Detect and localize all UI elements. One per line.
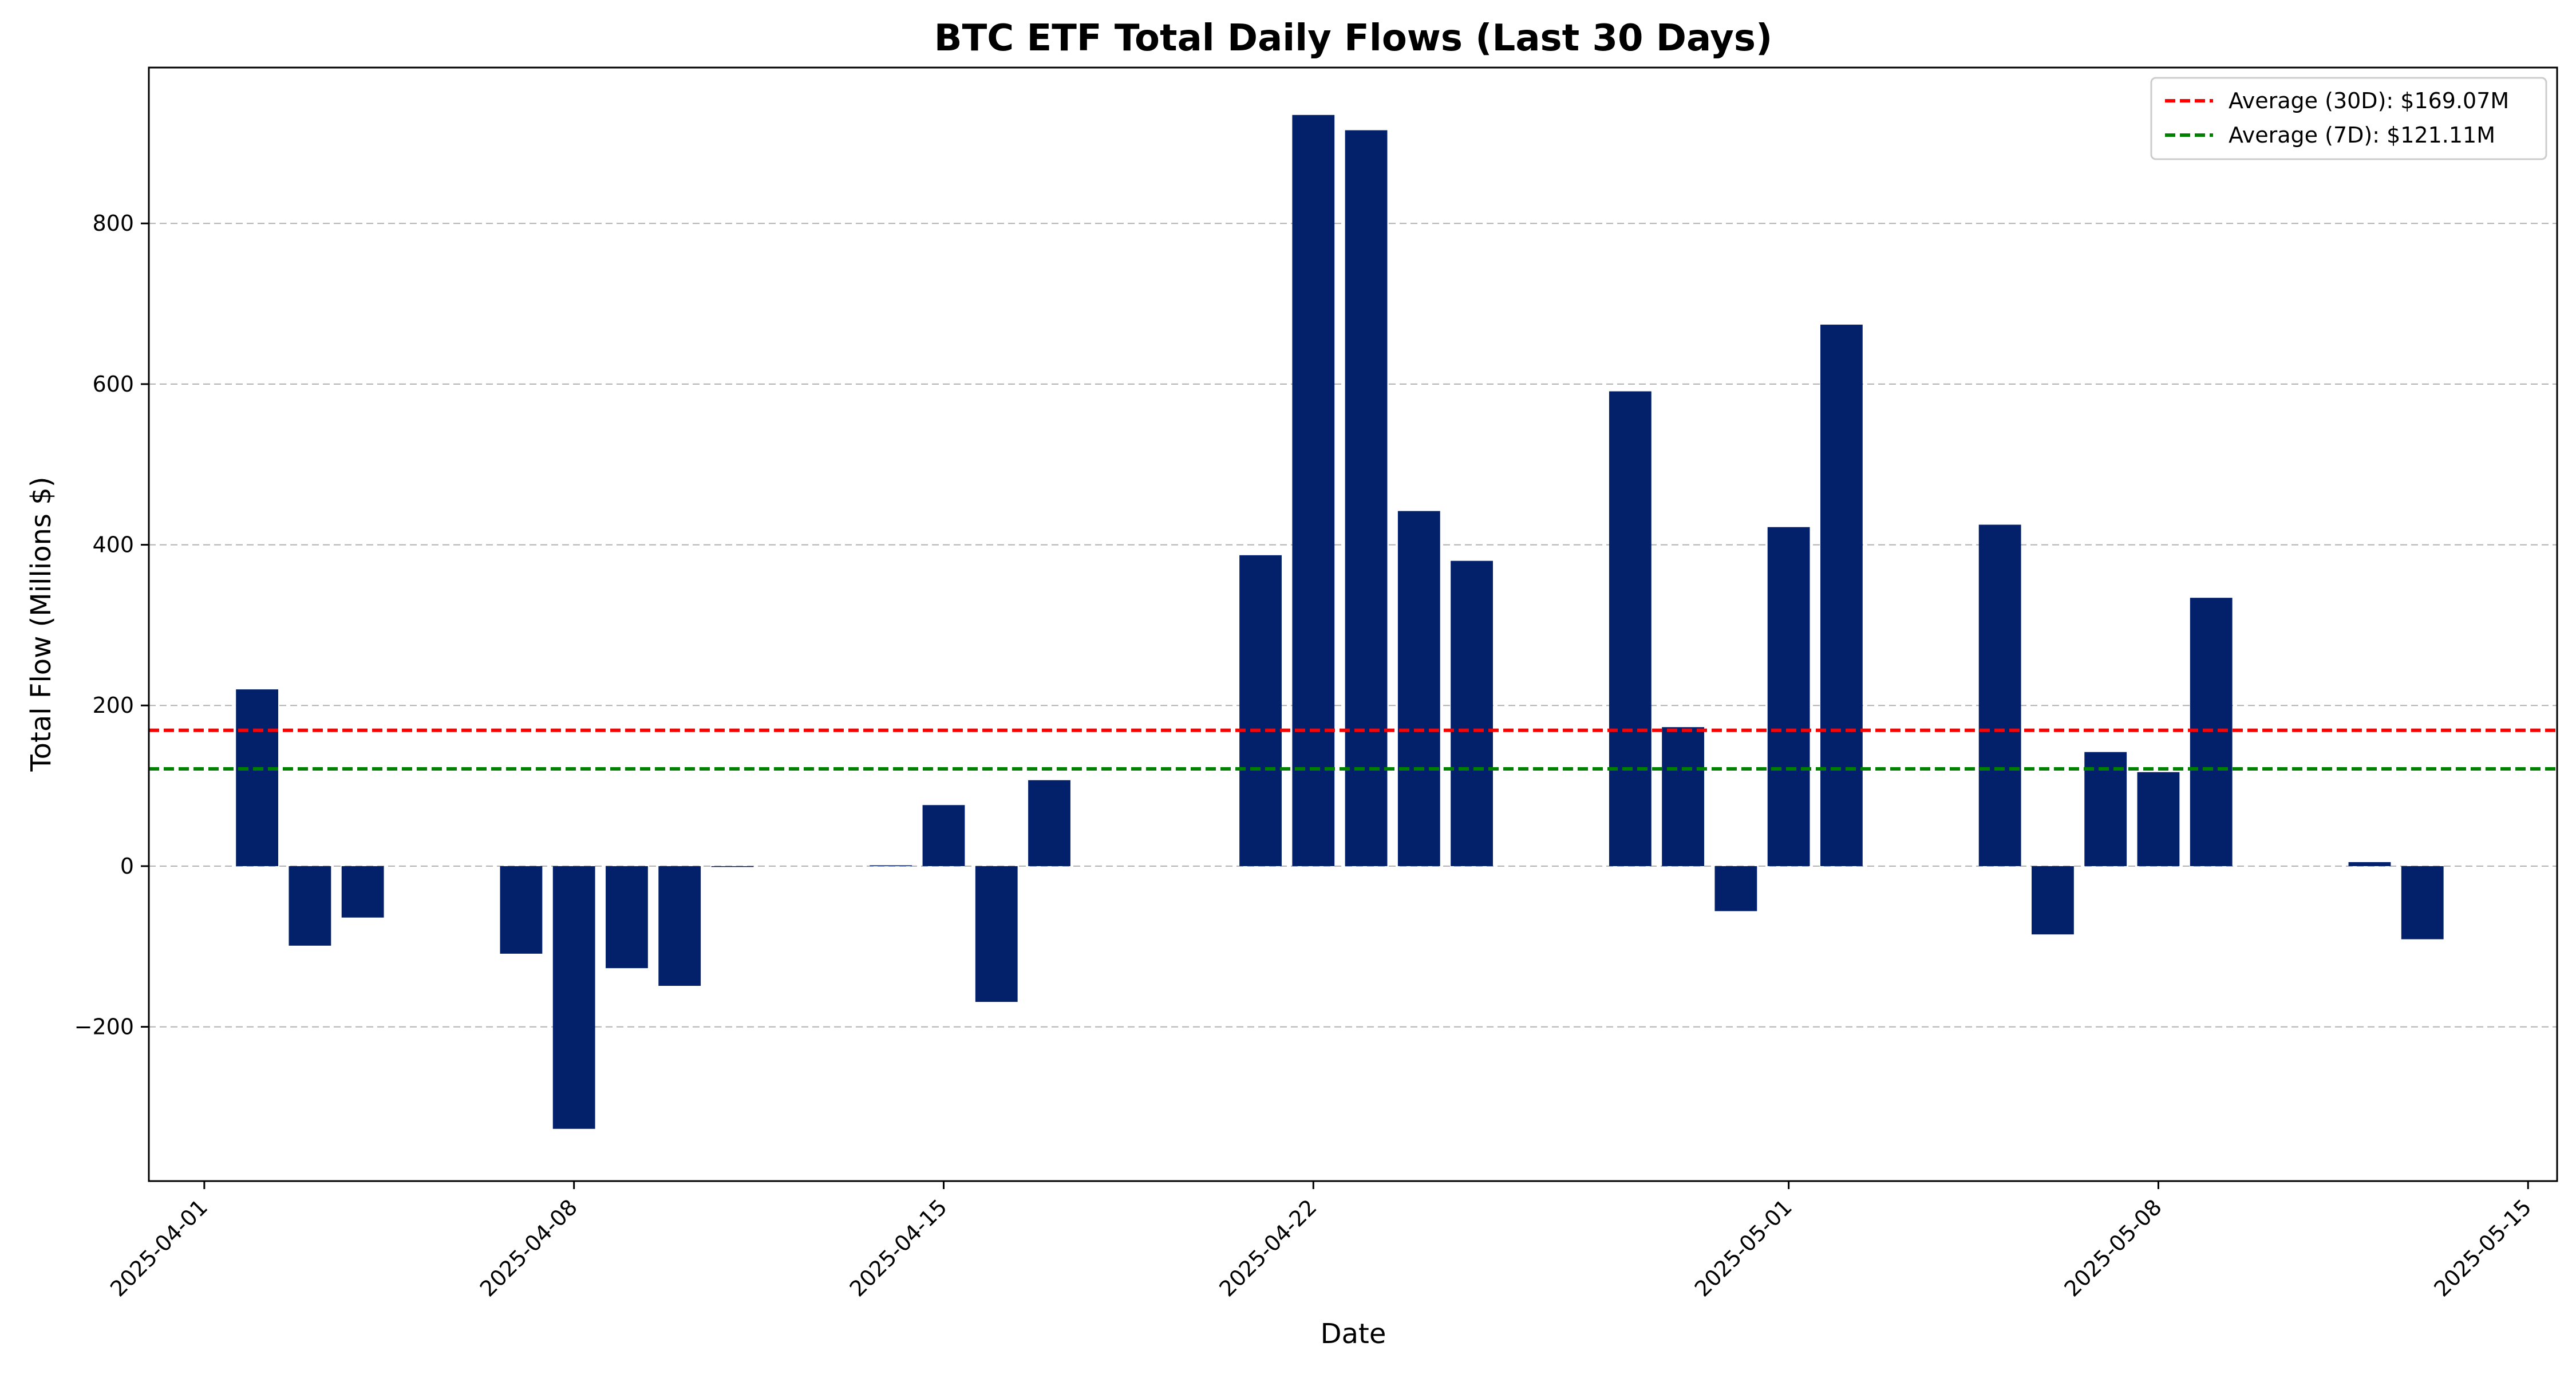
bar-2025-04-23 (1345, 130, 1388, 866)
legend: Average (30D): $169.07M Average (7D): $1… (2150, 77, 2547, 160)
bar-2025-04-24 (1397, 511, 1440, 866)
bar-2025-04-02 (236, 689, 279, 866)
bar-2025-04-30 (1714, 866, 1757, 911)
y-tick-label: 200 (92, 693, 134, 718)
legend-label-avg-7d: Average (7D): $121.11M (2229, 123, 2495, 148)
y-tick-label: 800 (92, 211, 134, 236)
plot-frame (148, 66, 2558, 1182)
y-axis-label: Total Flow (Millions $) (25, 477, 57, 772)
bar-2025-05-12 (2348, 862, 2391, 866)
bar-2025-04-21 (1239, 555, 1282, 866)
bar-2025-05-07 (2084, 752, 2127, 866)
bar-2025-04-28 (1609, 391, 1652, 866)
bar-2025-05-06 (2032, 866, 2074, 935)
bar-2025-05-01 (1767, 527, 1810, 866)
y-axis-ticks: −200 0 200 400 600 800 (74, 211, 149, 1040)
y-tick-label: −200 (74, 1014, 134, 1040)
bar-2025-04-22 (1292, 114, 1335, 866)
bar-2025-04-08 (552, 866, 595, 1129)
y-tick-label: 0 (120, 854, 134, 879)
bar-2025-04-09 (606, 866, 648, 969)
bar-2025-05-02 (1820, 325, 1863, 866)
bar-2025-04-11 (711, 866, 754, 867)
bar-2025-04-07 (500, 866, 543, 954)
bar-2025-04-29 (1662, 727, 1705, 866)
bar-2025-04-14 (870, 865, 912, 866)
bar-2025-04-04 (341, 866, 384, 918)
y-tick-label: 400 (92, 532, 134, 558)
bar-2025-04-16 (975, 866, 1018, 1002)
bar-2025-04-03 (289, 866, 331, 946)
x-axis-label: Date (1321, 1318, 1386, 1350)
legend-box (2150, 77, 2547, 160)
bar-2025-04-25 (1451, 560, 1493, 866)
bar-2025-04-17 (1028, 780, 1070, 866)
y-tick-label: 600 (92, 372, 134, 397)
bar-2025-05-13 (2401, 866, 2444, 939)
bar-2025-04-15 (922, 805, 965, 866)
chart-title: BTC ETF Total Daily Flows (Last 30 Days) (934, 17, 1772, 60)
legend-label-avg-30d: Average (30D): $169.07M (2229, 88, 2509, 113)
bar-2025-05-05 (1978, 524, 2021, 866)
bars-group (236, 114, 2444, 1129)
bar-2025-05-08 (2137, 772, 2180, 866)
bar-2025-04-10 (658, 866, 701, 986)
